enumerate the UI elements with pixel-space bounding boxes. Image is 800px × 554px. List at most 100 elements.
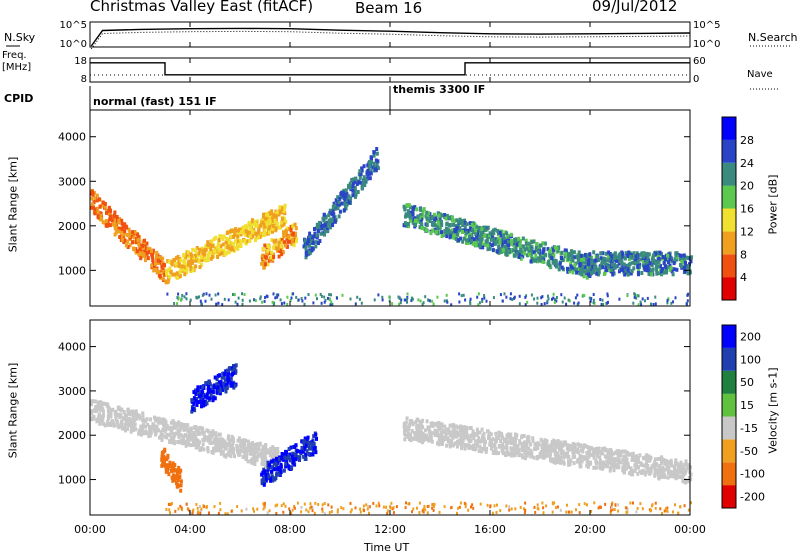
power-echo-cell [555, 263, 559, 268]
velocity-echo-cell [423, 504, 426, 508]
power-echo-cell [308, 237, 312, 241]
time-tick-label: 20:00 [574, 523, 606, 536]
power-echo-cell [567, 298, 570, 302]
velocity-echo-cell [409, 432, 413, 437]
velocity-echo-cell [121, 416, 125, 421]
power-echo-cell [183, 272, 187, 277]
power-echo-cell [138, 247, 142, 252]
power-echo-cell [573, 267, 577, 272]
velocity-echo-cell [527, 446, 531, 451]
power-echo-cell [504, 236, 508, 241]
power-echo-cell [303, 302, 306, 306]
velocity-echo-cell [176, 469, 179, 474]
power-echo-cell [670, 269, 674, 274]
power-echo-cell [169, 270, 173, 275]
velocity-echo-cell [457, 432, 461, 437]
velocity-echo-cell [447, 430, 451, 435]
power-echo-cell [632, 301, 635, 305]
velocity-echo-cell [678, 462, 682, 467]
velocity-echo-cell [270, 459, 274, 464]
velocity-echo-cell [229, 454, 233, 458]
power-echo-cell [201, 303, 203, 307]
power-echo-cell [538, 243, 542, 248]
power-echo-cell [553, 261, 557, 266]
power-echo-cell [445, 293, 448, 297]
power-echo-cell [369, 155, 373, 160]
power-echo-cell [398, 302, 401, 306]
velocity-echo-cell [677, 474, 681, 479]
velocity-echo-cell [165, 457, 169, 462]
power-echo-cell [255, 223, 259, 228]
velocity-echo-cell [237, 453, 241, 458]
power-echo-cell [584, 252, 587, 257]
velocity-echo-cell [256, 507, 259, 511]
velocity-echo-cell [538, 454, 542, 459]
velocity-echo-cell [189, 443, 193, 448]
velocity-echo-cell [571, 441, 575, 446]
power-echo-cell [656, 262, 660, 267]
velocity-echo-cell [466, 436, 470, 441]
velocity-echo-cell [94, 409, 98, 414]
velocity-echo-cell [141, 431, 145, 436]
velocity-echo-cell [627, 465, 630, 469]
velocity-echo-cell [445, 443, 449, 448]
velocity-echo-cell [451, 435, 455, 440]
velocity-echo-cell [141, 423, 145, 428]
power-echo-cell [626, 294, 629, 297]
power-echo-cell [418, 225, 422, 230]
velocity-echo-cell [522, 434, 526, 438]
velocity-echo-cell [261, 470, 265, 475]
velocity-echo-cell [540, 452, 544, 457]
power-echo-cell [547, 263, 551, 268]
velocity-echo-cell [298, 449, 302, 454]
power-echo-cell [280, 210, 284, 215]
power-echo-cell [315, 226, 319, 231]
power-echo-cell [127, 227, 131, 232]
velocity-echo-cell [289, 458, 293, 463]
power-echo-cell [153, 267, 157, 272]
velocity-echo-cell [236, 505, 239, 508]
velocity-echo-cell [159, 430, 163, 435]
velocity-echo-cell [276, 447, 280, 451]
power-echo-cell [183, 295, 186, 299]
power-echo-cell [469, 239, 473, 244]
power-echo-cell [589, 299, 592, 303]
velocity-echo-cell [541, 439, 545, 444]
power-echo-cell [462, 228, 466, 233]
power-echo-cell [627, 257, 631, 261]
power-echo-cell [470, 223, 474, 227]
power-echo-cell [407, 224, 410, 229]
power-echo-cell [560, 293, 563, 297]
power-echo-cell [428, 299, 431, 303]
power-echo-cell [494, 237, 498, 242]
nsearch-label: N.Search [748, 31, 798, 44]
power-echo-cell [524, 303, 527, 307]
power-echo-cell [493, 227, 497, 232]
power-echo-cell [429, 231, 433, 236]
velocity-echo-cell [217, 432, 221, 437]
velocity-echo-cell [589, 460, 593, 465]
velocity-echo-cell [444, 436, 447, 441]
velocity-echo-cell [431, 506, 434, 510]
velocity-echo-cell [203, 437, 207, 442]
power-echo-cell [262, 265, 266, 270]
velocity-echo-cell [508, 435, 512, 440]
velocity-echo-cell [656, 472, 660, 476]
power-echo-cell [279, 298, 282, 302]
velocity-echo-cell [614, 450, 618, 455]
velocity-echo-cell [200, 507, 203, 511]
power-echo-cell [607, 300, 609, 304]
velocity-echo-cell [271, 465, 274, 470]
velocity-echo-cell [653, 470, 657, 475]
power-echo-cell [530, 256, 534, 261]
power-echo-cell [322, 212, 326, 217]
velocity-echo-cell [111, 407, 115, 412]
power-echo-cell [313, 227, 316, 231]
range-tick-label: 3000 [58, 175, 86, 188]
velocity-echo-cell [576, 447, 580, 452]
velocity-echo-cell [494, 431, 498, 436]
power-echo-cell [446, 300, 449, 304]
velocity-echo-cell [578, 503, 581, 507]
power-echo-cell [232, 235, 236, 239]
power-echo-cell [270, 238, 274, 242]
